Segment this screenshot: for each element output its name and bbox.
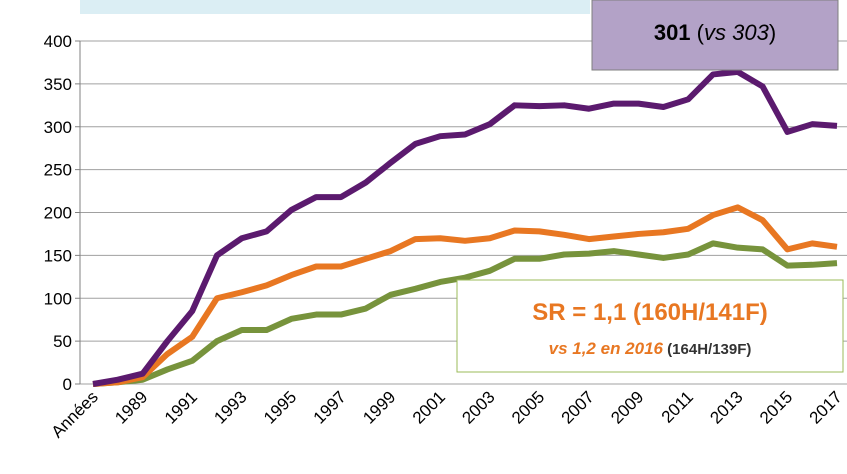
annotation: vs 1,2 en 2016 (164H/139F) [549, 339, 752, 358]
y-tick-label: 200 [44, 204, 72, 223]
y-tick-label: 150 [44, 246, 72, 265]
x-tick-label: Années [48, 387, 102, 441]
x-tick-label: 2005 [508, 387, 548, 427]
x-tick-label: 2017 [806, 387, 846, 427]
y-tick-label: 300 [44, 118, 72, 137]
annotation-part: 301 [654, 20, 691, 45]
x-tick-label: 1993 [210, 387, 250, 427]
x-tick-label: 2013 [706, 387, 746, 427]
x-tick-label: 1999 [359, 387, 399, 427]
x-tick-label: 2015 [756, 387, 796, 427]
annotation-part: (164H/139F) [663, 341, 751, 358]
x-tick-label: 2003 [458, 387, 498, 427]
annotation-box [591, 0, 839, 71]
y-tick-label: 50 [53, 332, 72, 351]
x-tick-label: 2007 [558, 387, 598, 427]
x-tick-label: 1995 [260, 387, 300, 427]
x-tick-label: 2009 [607, 387, 647, 427]
annotation-part: ) [769, 20, 776, 45]
series-line [92, 68, 838, 387]
y-tick-label: 0 [63, 375, 72, 394]
annotation-part: vs 1,2 en 2016 [549, 339, 664, 358]
x-tick-label: 2011 [658, 387, 697, 426]
x-tick-label: 1989 [111, 387, 151, 427]
x-tick-label: 1997 [310, 387, 350, 427]
x-tick-label: 2001 [409, 387, 449, 427]
annotation-part: ( [691, 20, 705, 45]
x-tick-label: 1991 [161, 387, 201, 427]
y-tick-label: 350 [44, 75, 72, 94]
series-line [92, 240, 838, 387]
title-box [80, 0, 590, 14]
annotation: 301 (vs 303) [654, 20, 776, 45]
y-tick-label: 400 [44, 32, 72, 51]
y-tick-label: 250 [44, 161, 72, 180]
y-tick-label: 100 [44, 289, 72, 308]
annotation: SR = 1,1 (160H/141F) [532, 299, 767, 326]
annotation-part: vs 303 [704, 20, 770, 45]
series-line [92, 204, 838, 387]
annotation-box [456, 279, 844, 373]
